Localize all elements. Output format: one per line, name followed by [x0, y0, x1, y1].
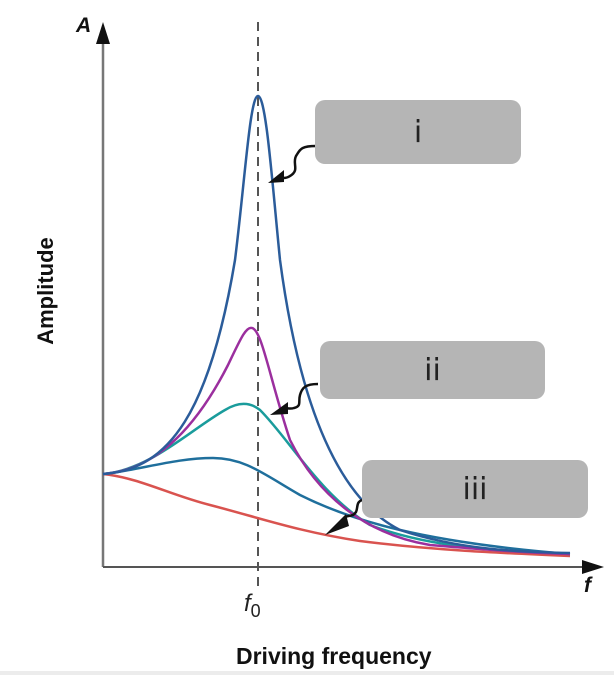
- callout-arrow-iii: [325, 498, 363, 535]
- bottom-divider: [0, 671, 614, 675]
- y-axis-symbol: A: [76, 14, 92, 37]
- callout-arrow-ii: [270, 382, 319, 415]
- curve-3-teal: [102, 402, 571, 556]
- callout-label-iii: iii: [462, 471, 488, 507]
- curve-4-blue: [102, 456, 571, 556]
- callout-label-i: i: [413, 114, 423, 150]
- f0-symbol: f: [244, 590, 251, 617]
- callout-label-ii: ii: [424, 352, 441, 388]
- x-axis-label: Driving frequency: [236, 643, 432, 669]
- x-axis-arrow-icon: [582, 560, 604, 574]
- callout-box-iii: iii: [362, 460, 588, 518]
- callout-box-ii: ii: [320, 341, 545, 399]
- curve-5-red: [102, 472, 571, 558]
- y-axis-arrow-icon: [96, 22, 110, 44]
- callout-arrow-i: [268, 144, 317, 183]
- f0-tick-label: f0: [244, 590, 261, 622]
- f0-subscript: 0: [250, 601, 261, 621]
- curve-2-purple: [102, 326, 571, 556]
- callout-box-i: i: [315, 100, 521, 164]
- x-axis-symbol: f: [584, 574, 591, 597]
- y-axis-label: Amplitude: [33, 237, 58, 345]
- curve-1-darkblue: [102, 94, 571, 555]
